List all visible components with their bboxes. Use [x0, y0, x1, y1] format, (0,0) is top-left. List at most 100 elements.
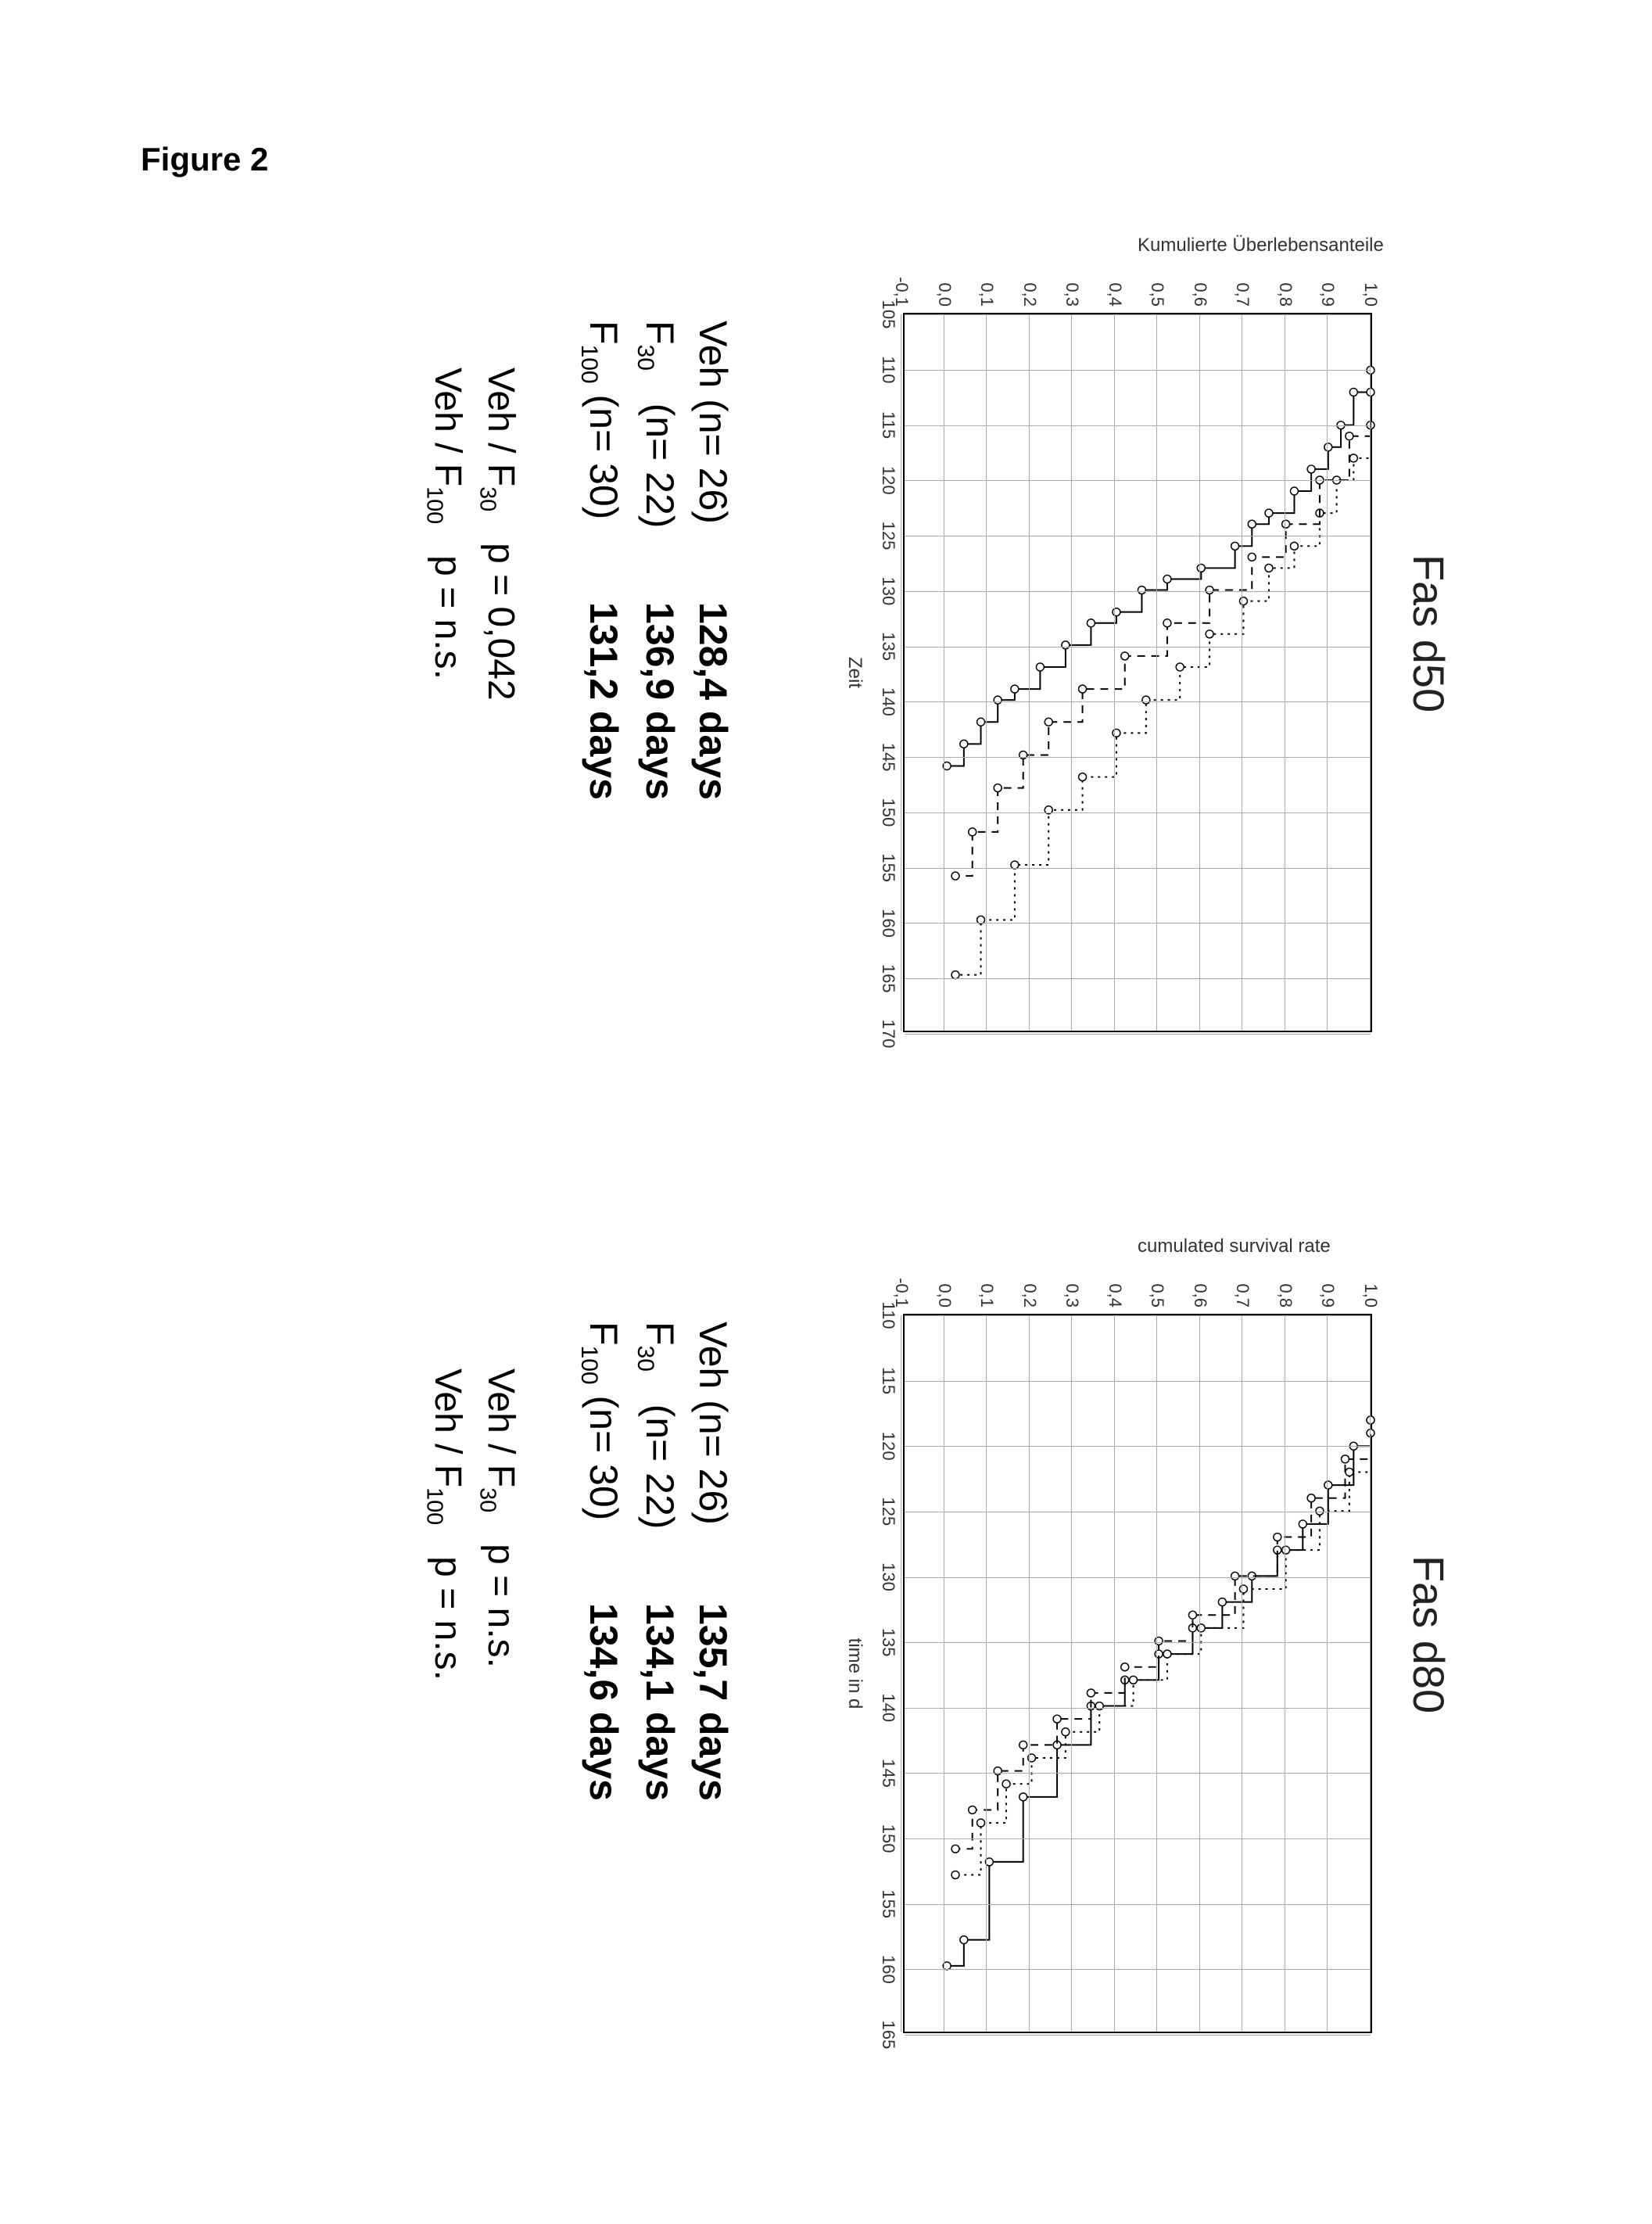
series-marker-F30: [1349, 454, 1357, 462]
pval-label: Veh / F100: [427, 1368, 468, 1525]
series-marker-F100: [1367, 389, 1374, 396]
chart-box-left: Kumulierte Überlebensanteile Zeit 105110…: [825, 203, 1388, 1064]
series-marker-F30: [1197, 1624, 1205, 1632]
x-tick: 160: [878, 909, 898, 938]
series-marker-F100: [1367, 1416, 1374, 1424]
stats-row: Veh (n= 26)135,7 days: [686, 1322, 740, 2104]
x-tick: 155: [878, 853, 898, 882]
pvals-block-left: Veh / F30 p = 0,042Veh / F100 p = n.s.: [419, 368, 526, 1103]
stats-value: 128,4 days: [686, 602, 740, 800]
series-marker-F30: [1239, 597, 1247, 605]
stats-value: 136,9 days: [629, 602, 686, 800]
series-marker-F30: [1291, 542, 1299, 550]
series-marker-Veh: [943, 1962, 951, 1970]
panel-fas-d80: Fas d80 cumulated survival rate time in …: [419, 1165, 1454, 2104]
series-marker-Veh: [1248, 520, 1256, 528]
y-axis-label-right: cumulated survival rate: [1138, 1236, 1331, 1257]
x-tick: 135: [878, 632, 898, 661]
stats-row: Veh (n= 26)128,4 days: [686, 321, 740, 1103]
series-marker-F100: [1079, 685, 1087, 693]
y-tick: 0,3: [1062, 282, 1082, 307]
pval-value: p = n.s.: [427, 1556, 468, 1681]
plot-area-right: time in d 110115120125130135140145150155…: [903, 1314, 1372, 2033]
series-marker-F30: [1062, 1728, 1070, 1736]
series-marker-F30: [1176, 663, 1184, 671]
y-tick: -0,1: [891, 1278, 912, 1307]
series-marker-F100: [1053, 1715, 1061, 1723]
pval-row: Veh / F30 p = n.s.: [472, 1368, 525, 2104]
series-marker-Veh: [1138, 586, 1145, 594]
series-marker-Veh: [1299, 1520, 1306, 1528]
series-marker-Veh: [1036, 663, 1044, 671]
series-marker-F30: [1095, 1702, 1103, 1710]
x-tick: 145: [878, 1759, 898, 1788]
y-tick: 0,2: [1020, 1283, 1040, 1307]
y-tick: 0,1: [977, 282, 997, 307]
series-marker-F100: [951, 1845, 959, 1853]
x-tick: 140: [878, 1693, 898, 1722]
y-tick: 0,1: [977, 1283, 997, 1307]
stats-label: F30 (n= 22): [629, 321, 686, 571]
series-line-Veh: [947, 1420, 1371, 1966]
series-marker-F30: [977, 1819, 985, 1827]
y-tick: 0,5: [1147, 1283, 1167, 1307]
series-marker-F100: [1087, 1689, 1095, 1697]
y-tick: 0,9: [1317, 1283, 1338, 1307]
x-tick: 170: [878, 1020, 898, 1049]
y-tick: 0,8: [1275, 282, 1295, 307]
series-marker-F100: [1020, 1741, 1027, 1749]
x-tick: 125: [878, 1498, 898, 1526]
panel-fas-d50: Fas d50 Kumulierte Überlebensanteile Zei…: [419, 164, 1454, 1103]
y-tick: 0,4: [1105, 282, 1125, 307]
stats-label: F100 (n= 30): [573, 1322, 630, 1572]
x-tick: 115: [878, 1367, 898, 1394]
pval-label: Veh / F30: [481, 368, 522, 511]
pval-value: p = 0,042: [481, 543, 522, 701]
y-axis-label-left: Kumulierte Überlebensanteile: [1138, 235, 1384, 256]
x-tick: 130: [878, 576, 898, 605]
pval-row: Veh / F30 p = 0,042: [472, 368, 525, 1103]
stats-row: F100 (n= 30)131,2 days: [573, 321, 630, 1103]
series-marker-Veh: [1163, 576, 1171, 583]
x-tick: 120: [878, 466, 898, 495]
y-tick: 0,7: [1232, 282, 1252, 307]
stats-row: F30 (n= 22)134,1 days: [629, 1322, 686, 2104]
series-marker-Veh: [1197, 564, 1205, 572]
series-marker-F30: [951, 1871, 959, 1879]
chart-box-right: cumulated survival rate time in d 110115…: [825, 1204, 1388, 2064]
series-marker-F30: [951, 971, 959, 979]
series-line-Veh: [947, 370, 1371, 766]
pvals-block-right: Veh / F30 p = n.s.Veh / F100 p = n.s.: [419, 1368, 526, 2104]
series-marker-F30: [1079, 773, 1087, 781]
series-marker-F30: [1239, 1585, 1247, 1593]
series-marker-F100: [1231, 1572, 1239, 1580]
series-line-F30: [955, 425, 1371, 975]
page: Figure 2 Fas d50 Kumulierte Überlebensan…: [0, 0, 1652, 2224]
series-marker-F100: [1206, 586, 1213, 594]
series-marker-F100: [1274, 1533, 1281, 1541]
pval-row: Veh / F100 p = n.s.: [419, 1368, 472, 2104]
x-tick: 165: [878, 2021, 898, 2050]
series-line-F100: [955, 392, 1371, 876]
pval-value: p = n.s.: [481, 1544, 522, 1668]
y-tick: 0,0: [934, 282, 955, 307]
y-tick: 0,0: [934, 1283, 955, 1307]
series-marker-F100: [1121, 652, 1129, 660]
series-marker-F30: [1130, 1676, 1138, 1684]
series-marker-F30: [1002, 1780, 1010, 1788]
series-marker-Veh: [1011, 685, 1019, 693]
stats-block-left: Veh (n= 26)128,4 daysF30 (n= 22) 136,9 da…: [573, 321, 740, 1103]
x-axis-label-left: Zeit: [844, 657, 865, 688]
series-marker-Veh: [994, 696, 1002, 704]
x-axis-label-right: time in d: [844, 1638, 865, 1709]
series-marker-Veh: [1218, 1598, 1226, 1606]
series-marker-Veh: [1291, 487, 1299, 495]
y-tick: 1,0: [1360, 282, 1381, 307]
series-marker-Veh: [1265, 509, 1273, 517]
pval-label: Veh / F100: [427, 368, 468, 524]
series-marker-F30: [1282, 1546, 1290, 1554]
series-marker-Veh: [1020, 1793, 1027, 1801]
chart-title-right: Fas d80: [1403, 1165, 1454, 2104]
series-marker-Veh: [1349, 389, 1357, 396]
stats-value: 134,6 days: [573, 1603, 630, 1801]
